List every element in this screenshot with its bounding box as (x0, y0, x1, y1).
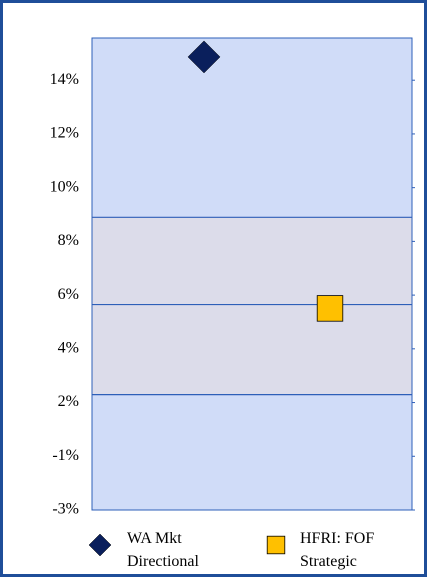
legend-marker (266, 535, 286, 555)
y-tick-label: 2% (58, 393, 79, 410)
legend-label: WA Mkt Directional (127, 530, 199, 570)
legend-label: HFRI: FOF Strategic (300, 530, 375, 570)
y-tick-label: 8% (58, 232, 79, 249)
point (187, 40, 221, 74)
plot-border (91, 37, 413, 511)
point (316, 295, 344, 322)
box (92, 217, 412, 395)
y-tick-label: 4% (58, 340, 79, 357)
y-tick-label: 14% (50, 71, 79, 88)
y-tick-label: -1% (52, 447, 79, 464)
y-tick-label: 10% (50, 178, 79, 195)
legend-marker (88, 533, 112, 557)
y-tick-label: -3% (52, 501, 79, 518)
y-tick-label: 12% (50, 125, 79, 142)
y-tick-label: 6% (58, 286, 79, 303)
